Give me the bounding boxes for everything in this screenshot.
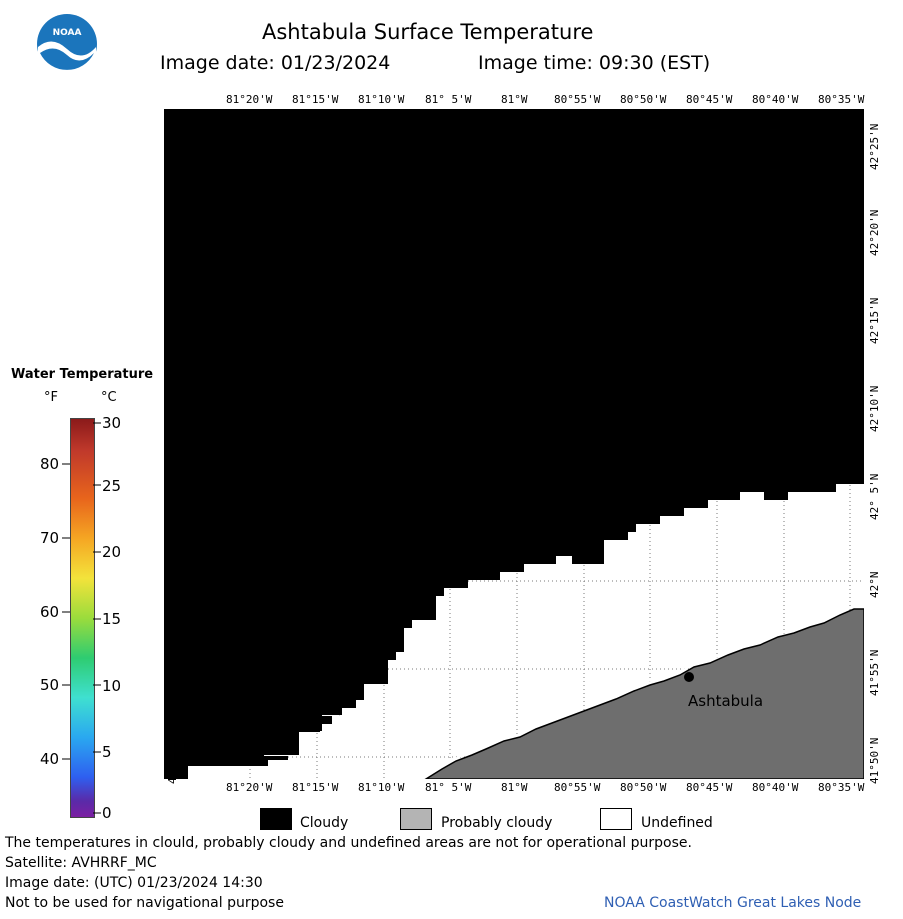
lat-label-left: 42°20'N: [166, 209, 179, 256]
c-tick: 0: [102, 804, 112, 822]
legend-label-probably-cloudy: Probably cloudy: [441, 815, 553, 831]
lon-label-top: 81° 5'W: [425, 93, 472, 106]
lat-label-left: 42°10'N: [166, 385, 179, 432]
lat-label-left: 42°25'N: [166, 123, 179, 170]
image-time: Image time: 09:30 (EST): [478, 52, 711, 74]
legend-label-cloudy: Cloudy: [300, 815, 349, 831]
legend-swatch-cloudy: [260, 808, 292, 830]
lon-label-bottom: 80°50'W: [620, 781, 667, 794]
footer-disclaimer: The temperatures in clould, probably clo…: [5, 835, 692, 851]
c-tick: 30: [102, 414, 122, 432]
lat-label-right: 42°10'N: [868, 385, 881, 432]
land-region: [424, 608, 864, 779]
lon-label-bottom: 81°15'W: [292, 781, 339, 794]
unit-fahrenheit: °F: [44, 390, 58, 405]
lon-label-top: 81°15'W: [292, 93, 339, 106]
c-tick: 15: [102, 610, 122, 628]
lat-label-right: 42°25'N: [868, 123, 881, 170]
lat-label-left: 42°N: [166, 571, 179, 599]
c-tick: 10: [102, 677, 122, 695]
c-tick: 25: [102, 477, 122, 495]
f-tick: 50: [40, 676, 60, 694]
lat-label-left: 41°50'N: [166, 737, 179, 784]
legend-label-undefined: Undefined: [641, 815, 713, 831]
f-tick: 80: [40, 455, 60, 473]
colorbar-gradient: [70, 418, 95, 818]
lon-label-bottom: 80°45'W: [686, 781, 733, 794]
f-tick: 70: [40, 529, 60, 547]
lon-label-bottom: 81°10'W: [358, 781, 405, 794]
lon-label-top: 81°10'W: [358, 93, 405, 106]
lat-label-left: 41°55'N: [166, 649, 179, 696]
footer-navigation-warning: Not to be used for navigational purpose: [5, 895, 284, 911]
colorbar-title: Water Temperature: [11, 367, 154, 382]
lon-label-top: 81°W: [501, 93, 528, 106]
ashtabula-label: Ashtabula: [688, 692, 763, 710]
lon-label-top: 80°40'W: [752, 93, 799, 106]
lon-label-top: 80°35'W: [818, 93, 865, 106]
lon-label-bottom: 81°20'W: [226, 781, 273, 794]
f-tick: 40: [40, 750, 60, 768]
footer-satellite: Satellite: AVHRRF_MC: [5, 855, 157, 871]
logo-text: NOAA: [53, 28, 82, 38]
lon-label-top: 80°50'W: [620, 93, 667, 106]
lon-label-bottom: 80°35'W: [818, 781, 865, 794]
lat-label-right: 42°15'N: [868, 297, 881, 344]
colorbar-ticks: [62, 422, 101, 814]
c-tick: 5: [102, 743, 112, 761]
lat-label-right: 41°55'N: [868, 649, 881, 696]
footer-utc-date: Image date: (UTC) 01/23/2024 14:30: [5, 875, 263, 891]
image-date: Image date: 01/23/2024: [160, 52, 391, 74]
lon-label-bottom: 81°W: [501, 781, 528, 794]
lat-label-right: 42°N: [868, 571, 881, 599]
lon-label-top: 80°45'W: [686, 93, 733, 106]
lat-label-left: 42°15'N: [166, 297, 179, 344]
unit-celsius: °C: [101, 390, 117, 405]
legend-swatch-undefined: [600, 808, 632, 830]
c-tick: 20: [102, 543, 122, 561]
lon-label-top: 80°55'W: [554, 93, 601, 106]
lat-label-right: 42°20'N: [868, 209, 881, 256]
noaa-logo: NOAA: [36, 13, 98, 76]
lon-label-top: 81°20'W: [226, 93, 273, 106]
lon-label-bottom: 81° 5'W: [425, 781, 472, 794]
lat-label-right: 42° 5'N: [868, 473, 881, 520]
lat-label-left: 42° 5'N: [166, 473, 179, 520]
legend-swatch-probably-cloudy: [400, 808, 432, 830]
temperature-map: Ashtabula: [164, 109, 864, 779]
f-tick: 60: [40, 603, 60, 621]
map-title: Ashtabula Surface Temperature: [262, 20, 594, 44]
footer-credit: NOAA CoastWatch Great Lakes Node: [604, 895, 862, 911]
ashtabula-marker: [684, 672, 694, 682]
lat-label-right: 41°50'N: [868, 737, 881, 784]
lon-label-bottom: 80°55'W: [554, 781, 601, 794]
lon-label-bottom: 80°40'W: [752, 781, 799, 794]
